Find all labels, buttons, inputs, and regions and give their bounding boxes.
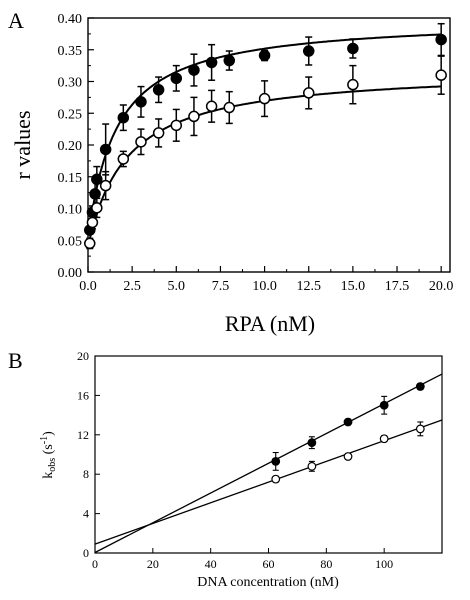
data-point-filled <box>415 382 425 391</box>
y-tick-label: 8 <box>83 467 89 481</box>
y-tick-label: 16 <box>77 388 89 402</box>
y-tick-label: 0.00 <box>58 266 83 281</box>
panel-b-x-axis-title: DNA concentration (nM) <box>197 575 339 590</box>
x-tick-label: 0.0 <box>79 279 97 294</box>
x-tick-label: 20.0 <box>429 279 454 294</box>
data-point-open <box>86 216 99 229</box>
data-point-filled <box>258 49 271 62</box>
panel-b-y-label-sub: obs <box>47 458 58 472</box>
data-point-open <box>415 424 425 434</box>
data-point-filled <box>99 143 112 156</box>
fit-curve-1 <box>88 33 442 228</box>
data-point-open <box>152 127 165 139</box>
x-tick-label: 80 <box>320 557 332 571</box>
y-tick-label: 12 <box>77 428 89 442</box>
data-point-open <box>271 474 281 484</box>
data-point-open <box>302 87 315 99</box>
y-tick-label: 0.40 <box>58 12 83 27</box>
panel-b-x-ticks: 0 20 40 60 80 100 <box>92 548 393 571</box>
x-tick-label: 7.5 <box>212 279 230 294</box>
panel-a-x-axis-title: RPA (nM) <box>225 311 315 336</box>
data-point-filled <box>271 456 281 466</box>
fit-curve-2 <box>88 85 442 240</box>
y-tick-label: 0.30 <box>58 76 83 91</box>
x-tick-label: 17.5 <box>385 279 410 294</box>
x-tick-label: 2.5 <box>123 279 141 294</box>
data-point-filled <box>307 438 317 448</box>
data-point-open <box>379 434 389 444</box>
panel-b-y-label-unit: (s <box>41 444 56 458</box>
data-point-filled <box>117 111 130 124</box>
data-point-filled <box>170 72 183 85</box>
y-tick-label: 20 <box>77 349 89 363</box>
data-point-open <box>117 153 130 165</box>
x-tick-label: 20 <box>147 557 159 571</box>
y-tick-label: 0.15 <box>58 171 83 186</box>
panel-b-y-axis-title: kobs (s-1) <box>39 431 58 479</box>
panel-b-label: B <box>8 348 23 373</box>
data-point-open <box>135 136 147 148</box>
data-point-filled <box>91 173 103 186</box>
data-point-filled <box>435 33 447 46</box>
data-point-filled <box>343 417 353 427</box>
panel-b-y-label-close: ) <box>41 431 56 436</box>
panel-a: A 0.00 0.05 0.10 0.15 0.20 0.25 0.30 0.35 0.40 0… <box>8 8 453 336</box>
x-tick-label: 5.0 <box>168 279 186 294</box>
panel-b: B 0 4 8 12 16 20 0 20 40 60 80 100 kobs (s-1) DNA … <box>8 348 443 590</box>
data-point-open <box>91 202 103 214</box>
data-point-open <box>170 119 183 132</box>
data-point-open <box>435 69 447 81</box>
y-tick-label: 0 <box>83 546 89 560</box>
x-tick-label: 100 <box>375 557 393 571</box>
panel-a-y-ticks: 0.00 0.05 0.10 0.15 0.20 0.25 0.30 0.35 0.40 <box>58 12 94 281</box>
y-tick-label: 4 <box>83 507 89 521</box>
data-point-filled <box>205 56 218 69</box>
panel-b-frame <box>94 355 443 554</box>
data-point-open <box>205 100 218 113</box>
x-tick-label: 15.0 <box>341 279 366 294</box>
panel-b-y-label-sup: -1 <box>39 436 50 444</box>
data-point-filled <box>223 54 236 67</box>
data-point-filled <box>379 400 389 410</box>
panel-a-points <box>84 22 447 250</box>
data-point-open <box>307 461 317 471</box>
data-point-open <box>223 101 236 114</box>
x-tick-label: 12.5 <box>296 279 321 294</box>
x-tick-label: 10.0 <box>252 279 277 294</box>
y-tick-label: 0.05 <box>58 234 83 249</box>
data-point-open <box>188 110 200 123</box>
data-point-filled <box>302 45 315 57</box>
data-point-open <box>343 452 353 461</box>
y-tick-label: 0.25 <box>58 107 83 122</box>
panel-b-fit-lines <box>94 373 443 554</box>
x-tick-label: 40 <box>205 557 217 571</box>
panel-a-label: A <box>8 8 24 33</box>
data-point-filled <box>152 84 165 96</box>
panel-a-x-ticks: 0.0 2.5 5.0 7.5 10.0 12.5 15.0 17.5 20.0 <box>79 266 453 294</box>
y-tick-label: 0.10 <box>58 203 83 218</box>
panel-b-y-label-main: k <box>41 472 56 479</box>
data-point-filled <box>188 64 200 76</box>
panel-b-y-ticks: 0 4 8 12 16 20 <box>77 349 100 560</box>
x-tick-label: 60 <box>263 557 275 571</box>
fit-line-2 <box>94 419 443 545</box>
data-point-open <box>347 78 359 91</box>
data-point-filled <box>89 188 101 200</box>
panel-b-points <box>271 382 425 484</box>
data-point-open <box>99 179 112 192</box>
data-point-filled <box>347 42 359 55</box>
x-tick-label: 0 <box>92 557 98 571</box>
y-tick-label: 0.20 <box>58 139 83 154</box>
panel-a-y-axis-title: r values <box>10 110 35 179</box>
data-point-open <box>258 92 271 105</box>
data-point-filled <box>135 96 147 108</box>
data-point-open <box>84 237 96 250</box>
y-tick-label: 0.35 <box>58 44 83 59</box>
